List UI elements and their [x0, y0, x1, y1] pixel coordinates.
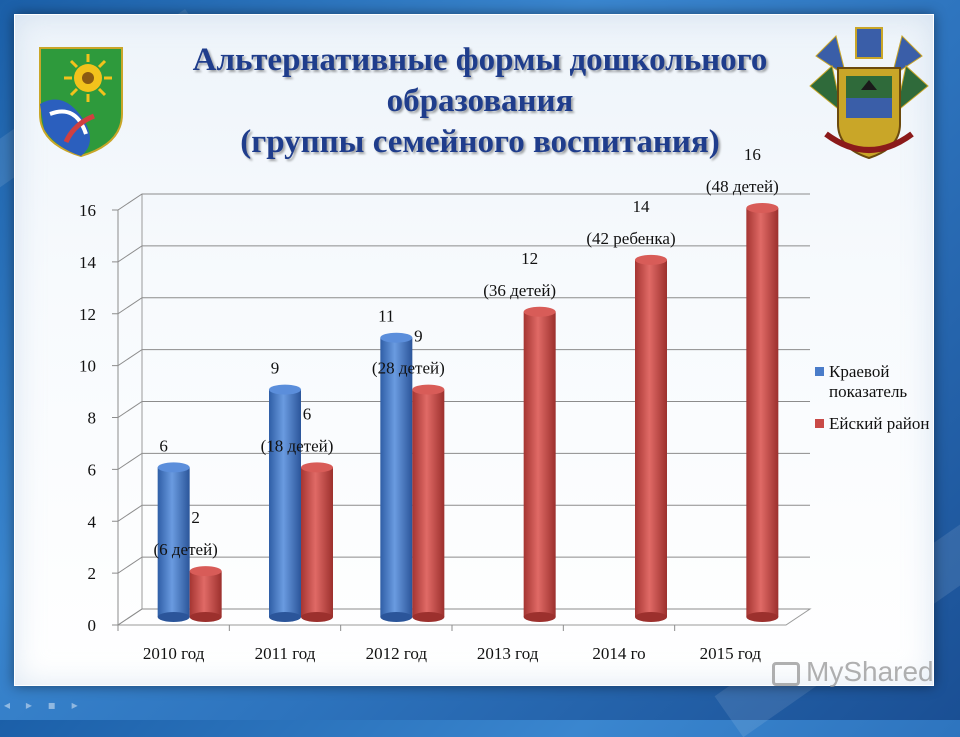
- grid-line: [112, 297, 810, 315]
- bar-series2: [635, 254, 667, 622]
- bar-body: [157, 467, 190, 617]
- data-label: 9: [271, 359, 280, 378]
- grid-line: [112, 504, 810, 522]
- x-tick-label: 2015 год: [700, 644, 762, 663]
- x-tick-label: 2011 год: [255, 644, 316, 663]
- title-line-1: Альтернативные формы дошкольного: [192, 42, 768, 78]
- bar-cap: [412, 384, 445, 395]
- data-label: 11: [378, 307, 394, 326]
- slide-title: Альтернативные формы дошкольного образов…: [110, 40, 850, 163]
- data-label: (48 детей): [706, 177, 779, 196]
- bar-body: [746, 208, 779, 617]
- x-tick-label: 2010 год: [143, 644, 205, 663]
- x-axis-ticks: 2010 год 2011 год 2012 год 2013 год 2014 го 2…: [143, 644, 761, 663]
- data-label: (28 детей): [372, 359, 445, 378]
- grid-line: [112, 349, 810, 367]
- district-emblem-icon: [39, 47, 123, 158]
- y-axis-ticks: 0 2 4 6 8 10 12 14 16: [79, 201, 97, 635]
- bar-cap: [269, 384, 301, 395]
- bar-body: [189, 571, 222, 617]
- bar-body: [523, 311, 556, 617]
- legend-item-series-1: Краевой показатель: [815, 362, 935, 402]
- bar-series2: [523, 306, 556, 622]
- legend-label: Ейский район: [829, 414, 930, 433]
- data-label: 6: [159, 436, 168, 455]
- data-label: 12: [521, 249, 538, 268]
- bar-cap: [746, 203, 779, 213]
- y-tick-label: 14: [79, 253, 97, 272]
- y-tick-label: 0: [88, 616, 97, 635]
- data-label: (36 детей): [483, 281, 556, 300]
- y-tick-label: 16: [79, 201, 96, 220]
- data-label: (18 детей): [261, 436, 334, 455]
- data-label: 9: [414, 327, 423, 346]
- bar-base: [301, 612, 333, 622]
- bar-base: [269, 612, 301, 622]
- bar-series1: [269, 384, 301, 622]
- watermark-text: MyShared: [806, 656, 934, 687]
- bar-series2: [301, 462, 333, 622]
- bar-cap: [189, 566, 222, 577]
- bar-cap: [635, 254, 667, 265]
- grid-line: [112, 401, 810, 418]
- bar-base: [746, 612, 779, 622]
- bar-series2: [189, 566, 222, 622]
- bar-base: [523, 612, 556, 622]
- bar-series2: [746, 203, 779, 622]
- y-tick-label: 6: [88, 460, 97, 479]
- bar-base: [635, 612, 667, 622]
- regional-coat-of-arms-icon: [809, 27, 929, 160]
- y-tick-label: 10: [79, 357, 96, 376]
- bar-cap: [523, 306, 556, 317]
- grid-line: [112, 193, 810, 211]
- data-label: 2: [191, 508, 200, 527]
- data-label: 6: [303, 404, 312, 423]
- bar-cap: [301, 462, 333, 473]
- bar-cap: [157, 462, 190, 473]
- watermark: MyShared: [772, 656, 934, 688]
- data-label: 16: [744, 145, 761, 164]
- bar-cap: [380, 332, 413, 343]
- bar-body: [269, 389, 301, 617]
- title-line-2: образования: [386, 83, 574, 119]
- data-label: (42 ребенка): [586, 229, 675, 248]
- y-tick-label: 4: [88, 512, 97, 531]
- bar-base: [189, 612, 222, 622]
- bar-series1: [157, 462, 190, 622]
- bar-body: [380, 337, 413, 617]
- grid-line: [112, 556, 810, 574]
- bar-series2: [412, 384, 445, 622]
- legend-label: Краевой показатель: [829, 362, 908, 401]
- y-tick-label: 8: [88, 409, 97, 428]
- bar-base: [380, 612, 413, 622]
- legend-swatch: [815, 367, 824, 376]
- data-label: 14: [633, 197, 651, 216]
- x-tick-label: 2012 год: [366, 644, 428, 663]
- chart-grid: [112, 193, 812, 631]
- bar-series1: [380, 332, 413, 622]
- y-tick-label: 2: [88, 564, 97, 583]
- grid-line: [112, 608, 810, 626]
- bar-base: [412, 612, 445, 622]
- data-labels: 6 9 11 2 (6 детей) 6 (18 детей) 9 (28 детей) 12 (3…: [153, 145, 778, 559]
- presentation-icon: [772, 661, 800, 686]
- y-tick-label: 12: [79, 305, 96, 324]
- grid-line: [112, 452, 810, 470]
- bar-body: [412, 389, 445, 617]
- grid-line: [112, 245, 810, 263]
- x-tick-label: 2013 год: [477, 644, 539, 663]
- legend-swatch: [815, 419, 824, 428]
- x-tick-label: 2014 го: [592, 644, 645, 663]
- bar-base: [157, 612, 190, 622]
- data-label: (6 детей): [153, 540, 217, 559]
- chart-floor: [116, 194, 812, 626]
- title-line-3: (группы семейного воспитания): [240, 124, 720, 160]
- slide-nav[interactable]: ◂ ▸ ▪ ▸: [4, 698, 84, 712]
- chart-legend: Краевой показатель Ейский район: [815, 362, 935, 446]
- legend-item-series-2: Ейский район: [815, 414, 935, 434]
- chart-bars: [157, 203, 779, 622]
- bar-body: [301, 467, 333, 617]
- bar-body: [635, 259, 667, 617]
